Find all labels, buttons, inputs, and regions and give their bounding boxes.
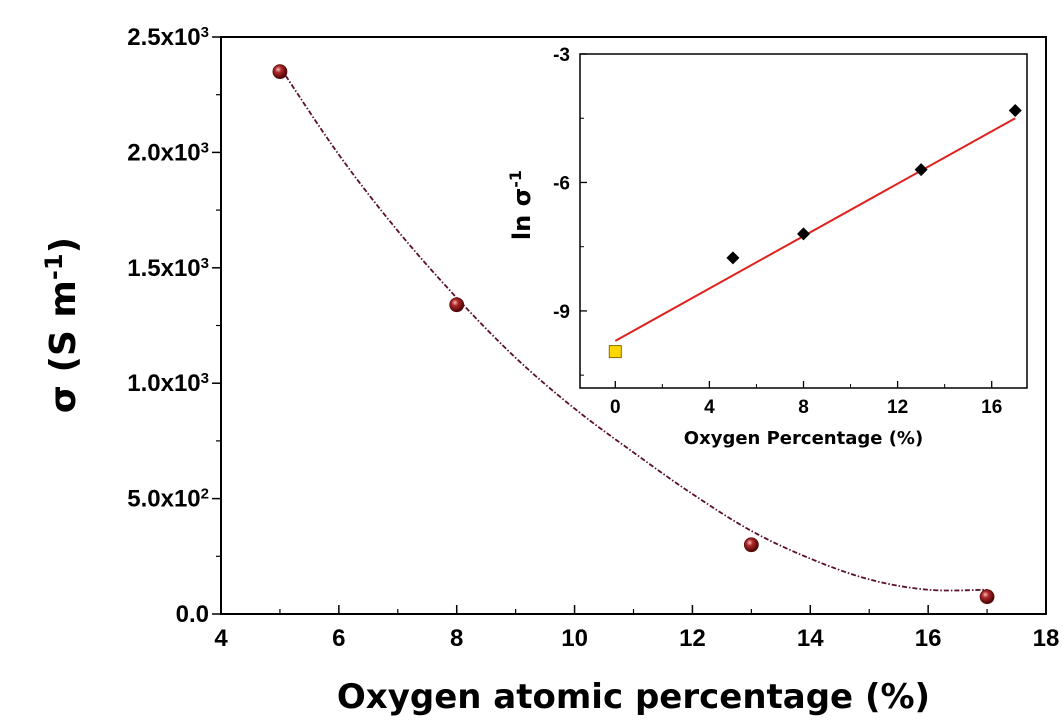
inset-y-tick-label: -3 xyxy=(553,45,570,66)
inset-x-tick-label: 16 xyxy=(981,397,1002,418)
inset-reference-point xyxy=(608,345,622,359)
inset-x-tick-label: 8 xyxy=(798,397,809,418)
main-x-tick-label: 6 xyxy=(332,625,345,652)
main-data-point xyxy=(272,64,288,80)
main-x-tick-label: 10 xyxy=(561,625,588,652)
main-y-tick-label: 1.0x103 xyxy=(127,370,209,397)
inset-plot-frame xyxy=(579,53,1028,389)
main-x-tick-label: 4 xyxy=(214,625,228,652)
main-y-tick-label: 1.5x103 xyxy=(127,255,209,282)
main-data-point xyxy=(979,589,995,605)
main-y-tick-label: 5.0x102 xyxy=(127,485,209,512)
main-y-axis-label: σ (S m-1) xyxy=(40,237,84,413)
main-y-tick-label: 2.5x103 xyxy=(127,24,209,51)
inset-x-tick-label: 4 xyxy=(704,397,715,418)
main-data-point xyxy=(449,297,465,313)
inset-y-tick-label: -9 xyxy=(553,302,570,323)
main-x-tick-label: 14 xyxy=(797,625,824,652)
main-x-tick-label: 12 xyxy=(679,625,706,652)
main-trend-curve xyxy=(279,66,988,592)
inset-data-point xyxy=(726,251,740,265)
inset-y-tick-label: -6 xyxy=(553,173,570,194)
inset-fit-line xyxy=(614,117,1016,342)
inset-data-point xyxy=(1008,104,1022,118)
inset-x-tick-label: 0 xyxy=(610,397,621,418)
inset-y-axis-label: ln σ-1 xyxy=(506,170,536,240)
main-x-tick-label: 18 xyxy=(1033,625,1060,652)
main-x-tick-label: 16 xyxy=(915,625,942,652)
main-y-tick-label: 2.0x103 xyxy=(127,139,209,166)
inset-x-tick-label: 12 xyxy=(887,397,908,418)
inset-x-axis-label: Oxygen Percentage (%) xyxy=(684,428,923,449)
inset-data-point xyxy=(914,163,928,177)
main-x-axis-label: Oxygen atomic percentage (%) xyxy=(337,677,930,717)
main-x-tick-label: 8 xyxy=(450,625,463,652)
inset-data-point xyxy=(797,227,810,241)
main-data-point xyxy=(743,537,759,553)
main-y-tick-label: 0.0 xyxy=(176,601,209,628)
